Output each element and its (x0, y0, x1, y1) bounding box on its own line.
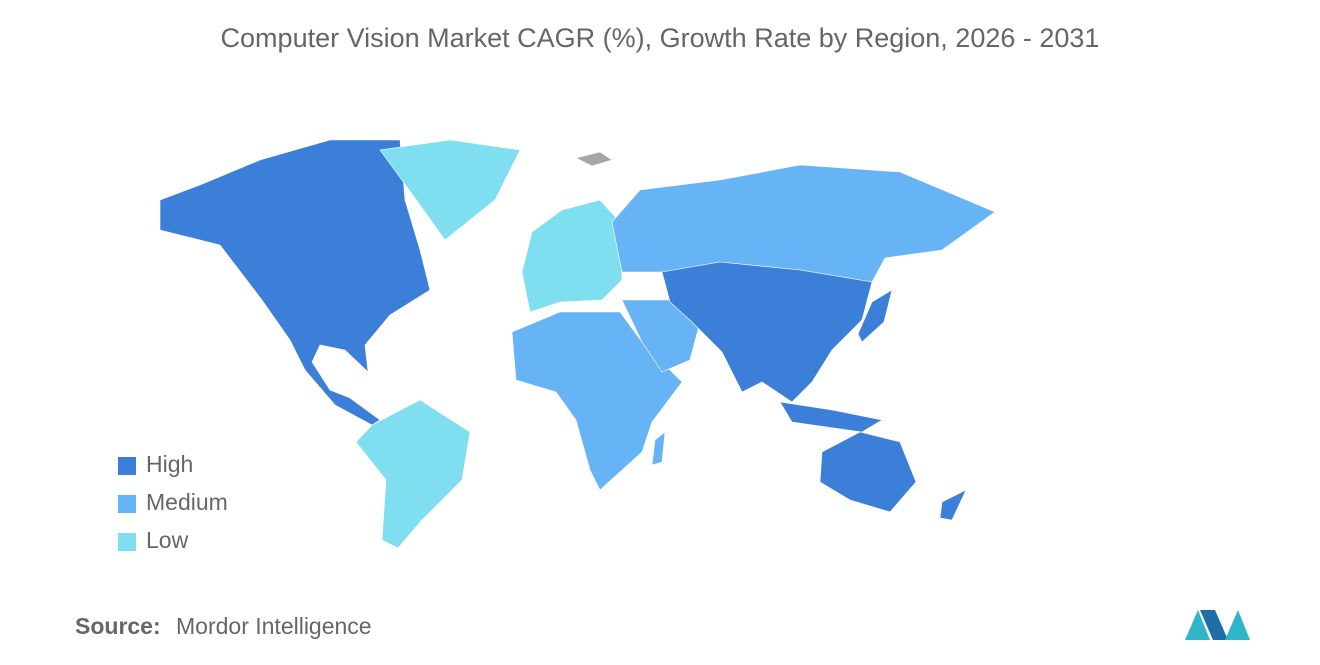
indonesia (779, 401, 883, 433)
svalbard (575, 151, 613, 167)
legend-swatch (118, 495, 136, 513)
source-label: Source: (75, 613, 161, 639)
legend-label: High (146, 451, 193, 477)
europe (521, 199, 623, 313)
new-zealand (939, 489, 967, 521)
south-america (355, 399, 471, 549)
africa (511, 311, 683, 491)
title: Computer Vision Market CAGR (%), Growth … (221, 23, 1100, 53)
japan (857, 289, 893, 343)
logo (1185, 610, 1250, 640)
greenland (379, 139, 521, 241)
world-map (159, 139, 996, 549)
legend-label: Low (146, 527, 189, 553)
madagascar (651, 431, 666, 466)
legend-label: Medium (146, 489, 228, 515)
legend-swatch (118, 457, 136, 475)
source-text: Mordor Intelligence (176, 613, 372, 639)
legend-swatch (118, 533, 136, 551)
australia (819, 431, 917, 513)
asia (661, 261, 873, 403)
north-america (159, 139, 431, 426)
russia (611, 164, 996, 283)
legend: High Medium Low (118, 451, 228, 553)
